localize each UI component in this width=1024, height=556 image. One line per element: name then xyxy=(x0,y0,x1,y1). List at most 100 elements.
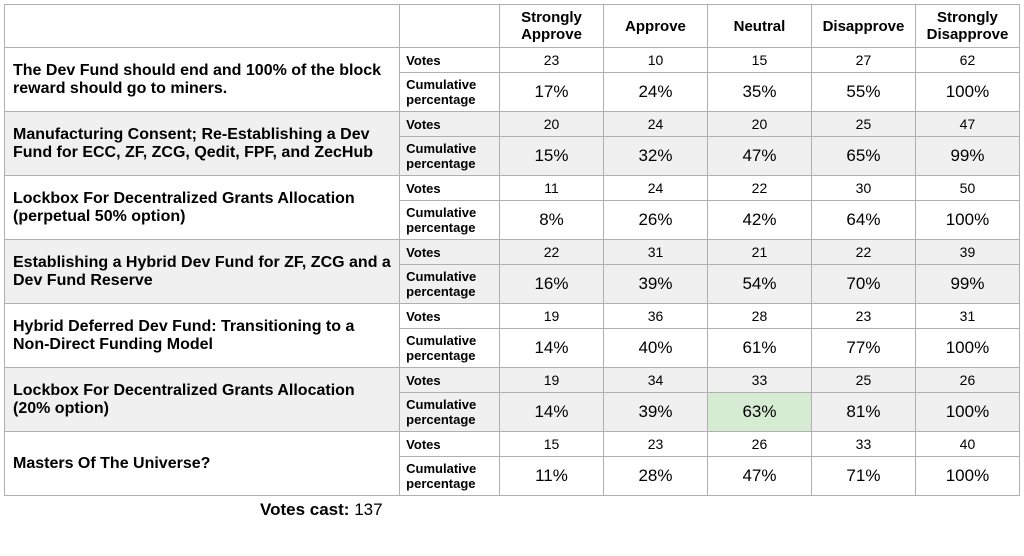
votes-cast-value: 137 xyxy=(354,500,382,519)
votes-cell: 22 xyxy=(500,240,604,265)
metric-label-votes: Votes xyxy=(400,48,500,73)
metric-label-votes: Votes xyxy=(400,112,500,137)
cumpct-cell: 81% xyxy=(811,393,915,432)
cumpct-cell: 14% xyxy=(500,393,604,432)
votes-cell: 20 xyxy=(707,112,811,137)
cumpct-cell: 63% xyxy=(707,393,811,432)
metric-label-cumpct: Cumulative percentage xyxy=(400,393,500,432)
votes-cell: 47 xyxy=(915,112,1019,137)
proposal-title: The Dev Fund should end and 100% of the … xyxy=(5,48,400,112)
votes-cell: 11 xyxy=(500,176,604,201)
votes-cell: 22 xyxy=(707,176,811,201)
table-row: Masters Of The Universe?Votes1523263340 xyxy=(5,432,1020,457)
metric-label-cumpct: Cumulative percentage xyxy=(400,137,500,176)
cumpct-cell: 16% xyxy=(500,265,604,304)
votes-cell: 25 xyxy=(811,112,915,137)
metric-label-votes: Votes xyxy=(400,176,500,201)
cumpct-cell: 24% xyxy=(603,73,707,112)
table-row: Hybrid Deferred Dev Fund: Transitioning … xyxy=(5,304,1020,329)
cumpct-cell: 32% xyxy=(603,137,707,176)
cumpct-cell: 55% xyxy=(811,73,915,112)
votes-cell: 26 xyxy=(915,368,1019,393)
votes-cell: 24 xyxy=(603,176,707,201)
cumpct-cell: 99% xyxy=(915,137,1019,176)
cumpct-cell: 35% xyxy=(707,73,811,112)
header-col-1: Approve xyxy=(603,5,707,48)
votes-cell: 22 xyxy=(811,240,915,265)
votes-cell: 19 xyxy=(500,304,604,329)
votes-cell: 33 xyxy=(811,432,915,457)
cumpct-cell: 99% xyxy=(915,265,1019,304)
metric-label-cumpct: Cumulative percentage xyxy=(400,329,500,368)
cumpct-cell: 100% xyxy=(915,73,1019,112)
table-body: The Dev Fund should end and 100% of the … xyxy=(5,48,1020,496)
metric-label-cumpct: Cumulative percentage xyxy=(400,265,500,304)
cumpct-cell: 54% xyxy=(707,265,811,304)
votes-cell: 26 xyxy=(707,432,811,457)
header-col-4: Strongly Disapprove xyxy=(915,5,1019,48)
metric-label-cumpct: Cumulative percentage xyxy=(400,73,500,112)
cumpct-cell: 15% xyxy=(500,137,604,176)
votes-cell: 33 xyxy=(707,368,811,393)
header-blank-proposal xyxy=(5,5,400,48)
cumpct-cell: 100% xyxy=(915,393,1019,432)
cumpct-cell: 47% xyxy=(707,457,811,496)
header-col-3: Disapprove xyxy=(811,5,915,48)
cumpct-cell: 17% xyxy=(500,73,604,112)
votes-cell: 15 xyxy=(707,48,811,73)
proposal-title: Hybrid Deferred Dev Fund: Transitioning … xyxy=(5,304,400,368)
votes-cell: 50 xyxy=(915,176,1019,201)
cumpct-cell: 39% xyxy=(603,265,707,304)
votes-cell: 36 xyxy=(603,304,707,329)
cumpct-cell: 8% xyxy=(500,201,604,240)
metric-label-votes: Votes xyxy=(400,304,500,329)
votes-cell: 15 xyxy=(500,432,604,457)
table-row: Lockbox For Decentralized Grants Allocat… xyxy=(5,176,1020,201)
proposal-title: Masters Of The Universe? xyxy=(5,432,400,496)
header-row: Strongly Approve Approve Neutral Disappr… xyxy=(5,5,1020,48)
header-col-0: Strongly Approve xyxy=(500,5,604,48)
proposal-title: Lockbox For Decentralized Grants Allocat… xyxy=(5,368,400,432)
cumpct-cell: 47% xyxy=(707,137,811,176)
votes-cell: 39 xyxy=(915,240,1019,265)
votes-cell: 25 xyxy=(811,368,915,393)
table-row: The Dev Fund should end and 100% of the … xyxy=(5,48,1020,73)
votes-cell: 31 xyxy=(603,240,707,265)
metric-label-votes: Votes xyxy=(400,432,500,457)
cumpct-cell: 26% xyxy=(603,201,707,240)
cumpct-cell: 100% xyxy=(915,201,1019,240)
cumpct-cell: 42% xyxy=(707,201,811,240)
votes-cell: 62 xyxy=(915,48,1019,73)
votes-cell: 23 xyxy=(603,432,707,457)
votes-cell: 10 xyxy=(603,48,707,73)
cumpct-cell: 77% xyxy=(811,329,915,368)
cumpct-cell: 40% xyxy=(603,329,707,368)
results-table: Strongly Approve Approve Neutral Disappr… xyxy=(4,4,1020,496)
cumpct-cell: 39% xyxy=(603,393,707,432)
votes-cell: 27 xyxy=(811,48,915,73)
table-row: Lockbox For Decentralized Grants Allocat… xyxy=(5,368,1020,393)
cumpct-cell: 11% xyxy=(500,457,604,496)
metric-label-votes: Votes xyxy=(400,368,500,393)
votes-cast-footer: Votes cast: 137 xyxy=(4,500,1020,520)
votes-cell: 20 xyxy=(500,112,604,137)
votes-cell: 34 xyxy=(603,368,707,393)
table-row: Manufacturing Consent; Re-Establishing a… xyxy=(5,112,1020,137)
metric-label-cumpct: Cumulative percentage xyxy=(400,201,500,240)
votes-cell: 19 xyxy=(500,368,604,393)
proposal-title: Lockbox For Decentralized Grants Allocat… xyxy=(5,176,400,240)
cumpct-cell: 28% xyxy=(603,457,707,496)
cumpct-cell: 61% xyxy=(707,329,811,368)
cumpct-cell: 65% xyxy=(811,137,915,176)
votes-cell: 23 xyxy=(500,48,604,73)
cumpct-cell: 100% xyxy=(915,329,1019,368)
metric-label-cumpct: Cumulative percentage xyxy=(400,457,500,496)
header-blank-metric xyxy=(400,5,500,48)
votes-cell: 28 xyxy=(707,304,811,329)
cumpct-cell: 64% xyxy=(811,201,915,240)
votes-cell: 23 xyxy=(811,304,915,329)
cumpct-cell: 100% xyxy=(915,457,1019,496)
votes-cell: 21 xyxy=(707,240,811,265)
votes-cell: 31 xyxy=(915,304,1019,329)
votes-cell: 40 xyxy=(915,432,1019,457)
